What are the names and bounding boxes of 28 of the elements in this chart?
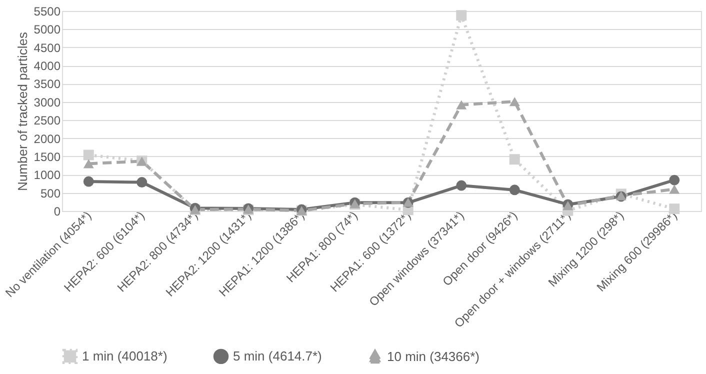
y-tick-label: 5000 — [34, 22, 61, 37]
legend-label: 10 min (34366*) — [387, 348, 480, 364]
y-tick-label: 5500 — [34, 4, 61, 18]
point — [669, 184, 680, 194]
legend-label: 5 min (4614.7*) — [233, 348, 322, 364]
point — [83, 176, 94, 187]
y-tick-label: 1500 — [34, 150, 61, 164]
y-axis-title: Number of tracked particles — [14, 32, 30, 191]
point — [669, 174, 680, 186]
y-tick-label: 4500 — [34, 40, 61, 55]
y-tick-label: 2500 — [34, 114, 61, 128]
point — [456, 10, 467, 21]
y-tick-label: 3500 — [34, 77, 61, 92]
y-tick-label: 0 — [54, 204, 61, 218]
y-tick-label: 3000 — [34, 95, 61, 110]
point — [509, 97, 520, 106]
point — [83, 150, 94, 160]
y-tick-label: 500 — [40, 186, 61, 200]
point — [509, 184, 520, 196]
point — [136, 177, 148, 188]
y-tick-label: 4000 — [34, 59, 61, 74]
point — [456, 100, 467, 110]
legend-label: 1 min (40018*) — [82, 348, 168, 364]
point — [509, 154, 520, 165]
y-tick-label: 1000 — [34, 168, 61, 182]
point — [456, 180, 467, 191]
y-tick-label: 2000 — [34, 132, 61, 146]
point — [83, 159, 94, 168]
